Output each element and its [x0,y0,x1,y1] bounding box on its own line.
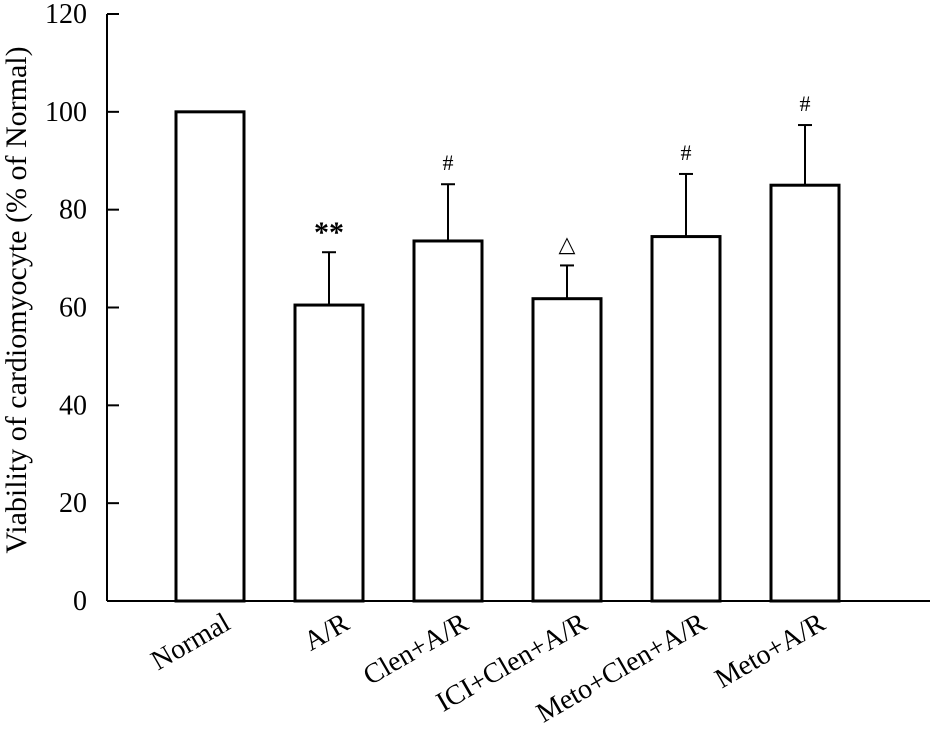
x-category-label: A/R [299,607,355,657]
bar [531,297,603,603]
bar [650,235,722,603]
bar [174,110,246,603]
significance-marker: △ [559,231,576,256]
bar [412,239,484,603]
y-tick-label: 80 [59,195,87,226]
y-tick-label: 0 [73,586,87,617]
significance-marker: # [443,150,454,175]
bars [174,110,841,603]
significance-marker: # [681,140,692,165]
y-axis-title: Viability of cardiomyocyte (% of Normal) [0,46,33,553]
significance-marker: # [800,91,811,116]
bar [769,183,841,603]
y-tick-label: 120 [45,0,87,30]
x-category-label: Meto+A/R [710,607,831,695]
bar [293,303,365,603]
y-tick-label: 100 [45,97,87,128]
x-category-label: Normal [146,607,236,677]
y-tick-label: 40 [59,390,87,421]
significance-marker: ** [314,216,344,249]
y-tick-label: 20 [59,488,87,519]
y-tick-label: 60 [59,293,87,324]
